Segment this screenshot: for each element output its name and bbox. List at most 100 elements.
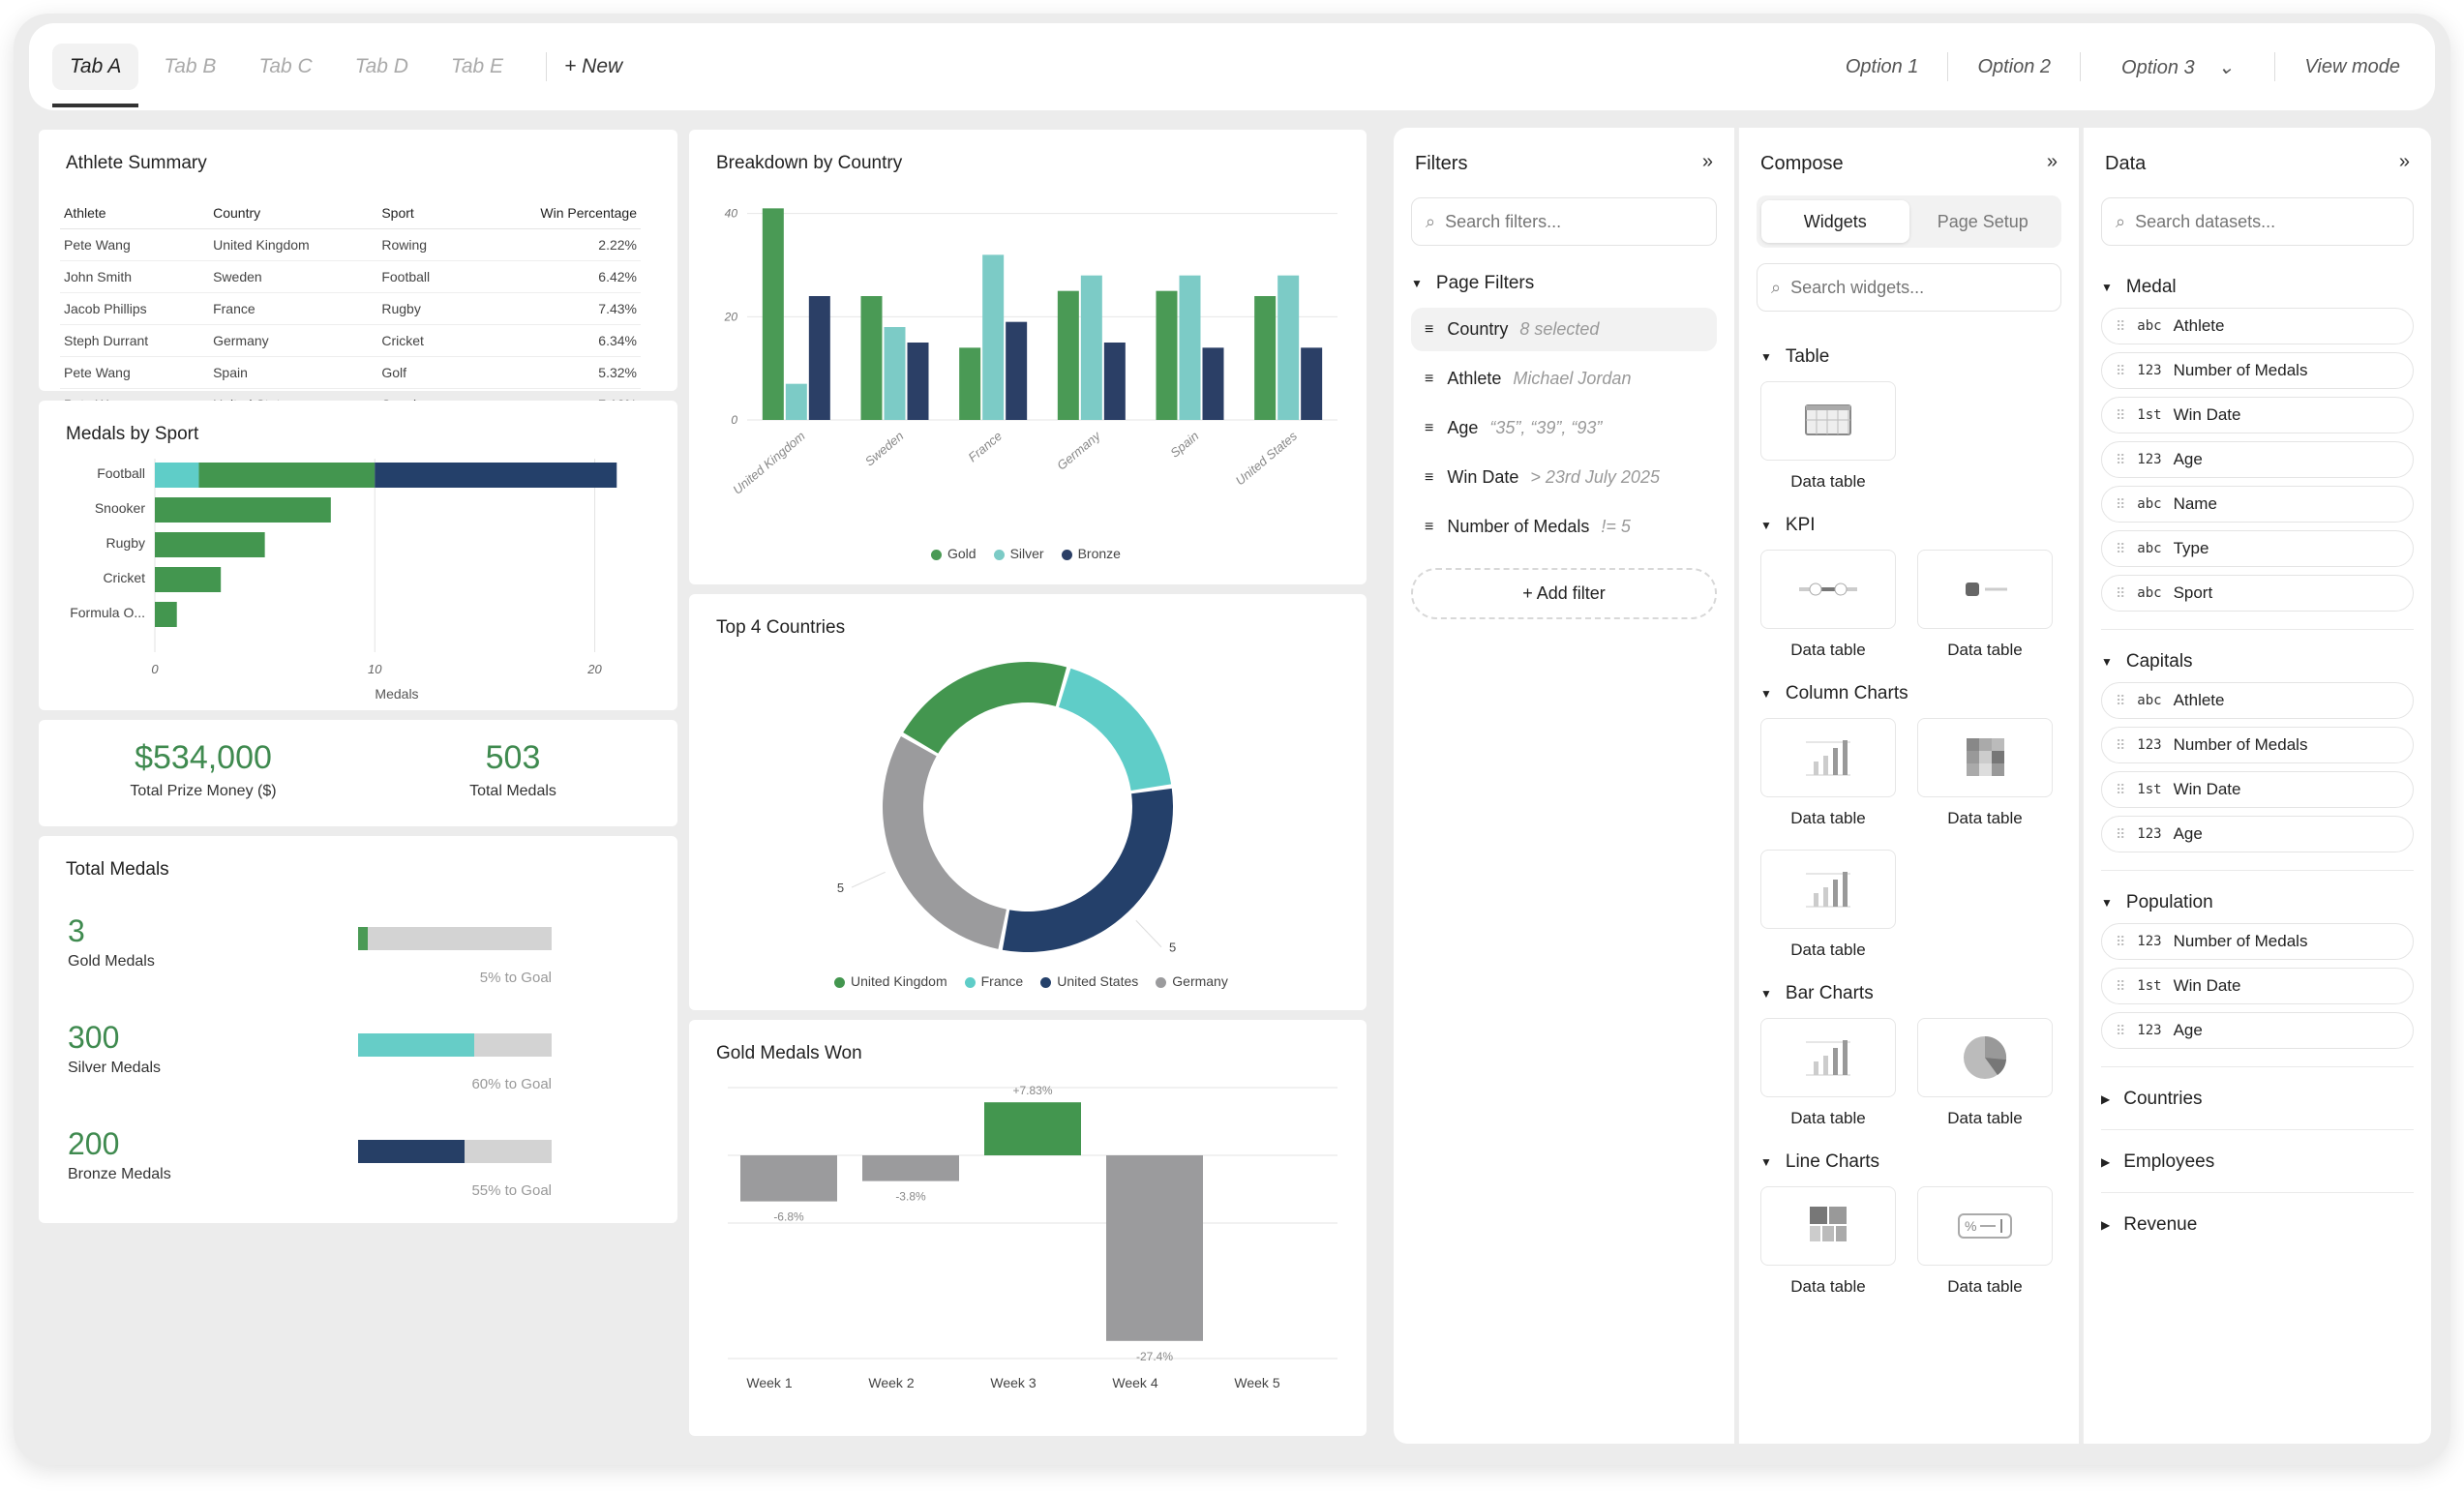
column-header[interactable]: Country [209,197,378,229]
dataset-field[interactable]: ⠿ abc Sport [2101,575,2414,612]
option-1-button[interactable]: Option 1 [1845,55,1919,77]
table-row[interactable]: Jacob Phillips France Rugby 7.43% [60,292,641,325]
bar-segment[interactable] [155,567,222,592]
bar-gold[interactable] [1057,290,1079,420]
bar-silver[interactable] [1179,275,1201,420]
drag-handle-icon[interactable]: ⠿ [2116,362,2126,378]
donut-slice[interactable] [883,735,1007,949]
tab-e[interactable]: Tab E [450,55,504,77]
option-3-dropdown[interactable]: Option 3 ⌄ [2098,55,2257,79]
collapse-panel-icon[interactable]: » [2398,151,2410,172]
tab-c[interactable]: Tab C [258,55,313,77]
dataset-field[interactable]: ⠿ 123 Age [2101,441,2414,478]
widget-section[interactable]: ▼ Table [1760,346,2061,368]
legend-item-germany[interactable]: Germany [1156,973,1228,989]
dataset-field[interactable]: ⠿ 123 Age [2101,1012,2414,1049]
bar[interactable] [740,1155,837,1202]
dataset-field[interactable]: ⠿ 123 Number of Medals [2101,727,2414,763]
donut-slice[interactable] [1002,788,1173,952]
drag-handle-icon[interactable]: ⠿ [2116,781,2126,797]
tab-b[interactable]: Tab B [164,55,217,77]
filter-item[interactable]: ≡ Win Date > 23rd July 2025 [1411,456,1717,499]
bar-silver[interactable] [982,254,1005,420]
legend-item-silver[interactable]: Silver [993,546,1044,561]
tab-a[interactable]: Tab A [52,44,139,107]
bar-bronze[interactable] [1202,347,1224,420]
bar[interactable] [862,1155,959,1181]
table-row[interactable]: Pete Wang Spain Golf 5.32% [60,356,641,389]
dataset-field[interactable]: ⠿ 1st Win Date [2101,968,2414,1004]
dataset-field[interactable]: ⠿ 123 Number of Medals [2101,352,2414,389]
widget-card[interactable]: Data table [1760,718,1896,828]
drag-handle-icon[interactable]: ⠿ [2116,825,2126,842]
dataset-header[interactable]: ▶ Revenue [2101,1214,2414,1236]
drag-handle-icon[interactable]: ⠿ [2116,977,2126,994]
dataset-field[interactable]: ⠿ 123 Age [2101,816,2414,852]
bar-silver[interactable] [1277,275,1300,420]
search-datasets-input[interactable] [2135,211,2362,232]
dataset-field[interactable]: ⠿ 1st Win Date [2101,397,2414,433]
add-filter-button[interactable]: + Add filter [1411,568,1717,619]
widget-card[interactable]: Data table [1760,1018,1896,1128]
drag-handle-icon[interactable]: ⠿ [2116,736,2126,753]
bar-silver[interactable] [785,383,807,420]
bar-silver[interactable] [1080,275,1102,420]
drag-handle-icon[interactable]: ⠿ [2116,933,2126,949]
bar-bronze[interactable] [1006,321,1028,420]
tab-d[interactable]: Tab D [354,55,408,77]
bar-segment[interactable] [155,602,177,627]
drag-handle-icon[interactable]: ⠿ [2116,495,2126,512]
dataset-field[interactable]: ⠿ abc Type [2101,530,2414,567]
dataset-header[interactable]: ▶ Employees [2101,1151,2414,1173]
dataset-field[interactable]: ⠿ 1st Win Date [2101,771,2414,808]
legend-item-uk[interactable]: United Kingdom [834,973,947,989]
bar-gold[interactable] [1254,296,1277,420]
view-mode-button[interactable]: View mode [2304,55,2400,77]
donut-slice[interactable] [903,662,1067,754]
drag-handle-icon[interactable]: ⠿ [2116,692,2126,708]
bar[interactable] [1106,1155,1203,1341]
dataset-field[interactable]: ⠿ abc Athlete [2101,682,2414,719]
column-header[interactable]: Athlete [60,197,210,229]
column-header[interactable]: Sport [377,197,472,229]
dataset-field[interactable]: ⠿ abc Name [2101,486,2414,523]
bar-gold[interactable] [762,208,784,420]
column-header[interactable]: Win Percentage [471,197,641,229]
drag-handle-icon[interactable]: ⠿ [2116,1022,2126,1038]
tab-widgets[interactable]: Widgets [1761,200,1909,243]
bar-gold[interactable] [1156,290,1178,420]
donut-slice[interactable] [1058,668,1172,792]
bar-bronze[interactable] [1103,343,1126,420]
dataset-field[interactable]: ⠿ 123 Number of Medals [2101,923,2414,960]
drag-handle-icon[interactable]: ⠿ [2116,317,2126,334]
widget-card[interactable]: Data table [1917,718,2053,828]
option-2-button[interactable]: Option 2 [1977,55,2052,77]
widget-card[interactable]: Data table [1760,1186,1896,1297]
bar-segment[interactable] [155,463,199,488]
bar-segment[interactable] [198,463,376,488]
collapse-panel-icon[interactable]: » [2046,151,2058,172]
bar-segment[interactable] [375,463,617,488]
dataset-field[interactable]: ⠿ abc Athlete [2101,308,2414,344]
widget-section[interactable]: ▼ Bar Charts [1760,983,2061,1004]
collapse-panel-icon[interactable]: » [1701,151,1713,172]
dataset-header[interactable]: ▼ Medal [2101,277,2414,298]
widget-card[interactable]: Data table [1760,550,1896,660]
filter-item[interactable]: ≡ Age “35”, “39”, “93” [1411,406,1717,450]
table-row[interactable]: Pete Wang United Kingdom Rowing 2.22% [60,228,641,261]
dataset-header[interactable]: ▶ Countries [2101,1089,2414,1110]
legend-item-bronze[interactable]: Bronze [1061,546,1121,561]
drag-handle-icon[interactable]: ⠿ [2116,540,2126,556]
widget-card[interactable]: Data table [1760,381,1896,492]
widget-section[interactable]: ▼ Line Charts [1760,1151,2061,1173]
bar-segment[interactable] [155,532,265,557]
tab-page-setup[interactable]: Page Setup [1937,211,2028,231]
widget-card[interactable]: Data table [1760,850,1896,960]
filter-item[interactable]: ≡ Country 8 selected [1411,308,1717,351]
legend-item-gold[interactable]: Gold [931,546,977,561]
bar-segment[interactable] [155,497,331,523]
drag-handle-icon[interactable]: ⠿ [2116,406,2126,423]
bar-gold[interactable] [860,296,883,420]
bar-silver[interactable] [884,327,906,420]
search-filters-input[interactable] [1445,211,1667,232]
